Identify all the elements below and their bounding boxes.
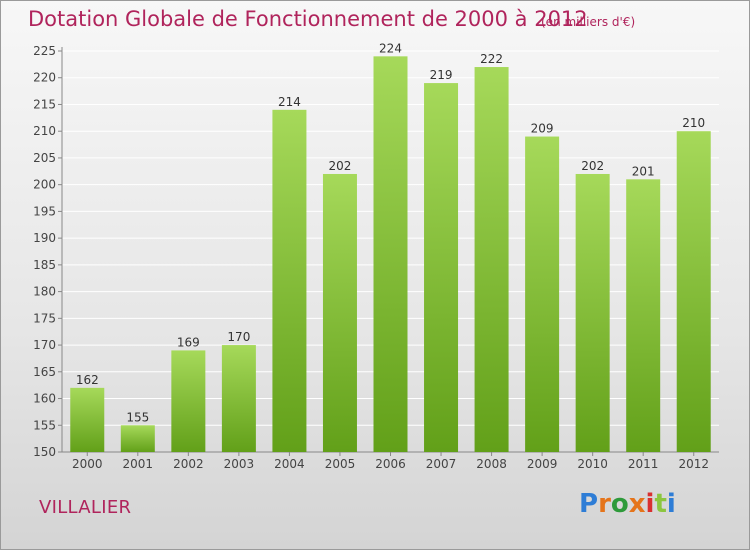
x-tick-label-2005: 2005 — [325, 457, 356, 471]
x-tick-label-2000: 2000 — [72, 457, 103, 471]
y-tick-label: 225 — [33, 44, 56, 58]
x-tick-label-2009: 2009 — [527, 457, 558, 471]
bar-2002 — [171, 350, 206, 452]
chart-unit: (en milliers d'€) — [541, 15, 636, 29]
x-tick-label-2010: 2010 — [577, 457, 608, 471]
data-label-2012: 210 — [682, 116, 705, 130]
bar-2004 — [272, 109, 307, 453]
y-tick-label: 170 — [33, 338, 56, 352]
x-tick-label-2004: 2004 — [274, 457, 305, 471]
logo-letter: P — [579, 489, 599, 519]
logo-letter: i — [645, 489, 655, 519]
data-label-2002: 169 — [177, 335, 200, 349]
y-tick-label: 210 — [33, 124, 56, 138]
data-label-2009: 209 — [531, 122, 554, 136]
data-label-2008: 222 — [480, 52, 503, 66]
proxiti-logo[interactable]: Proxiti — [579, 489, 676, 519]
chart-title: Dotation Globale de Fonctionnement de 20… — [28, 7, 588, 31]
y-tick-label: 150 — [33, 445, 56, 459]
data-label-2001: 155 — [126, 410, 149, 424]
y-tick-label: 215 — [33, 97, 56, 111]
x-tick-label-2012: 2012 — [678, 457, 709, 471]
y-tick-label: 165 — [33, 365, 56, 379]
bar-2011 — [626, 179, 661, 452]
logo-letter: o — [610, 489, 629, 519]
data-label-2003: 170 — [227, 330, 250, 344]
data-label-2010: 202 — [581, 159, 604, 173]
x-tick-label-2003: 2003 — [224, 457, 255, 471]
y-tick-label: 200 — [33, 178, 56, 192]
bar-2006 — [373, 56, 408, 452]
data-label-2000: 162 — [76, 373, 99, 387]
labels: 162 2000 155 2001 169 2002 170 2003 214 2004 202 20… — [72, 41, 709, 471]
logo-letter: r — [598, 489, 611, 519]
bar-2009 — [525, 136, 560, 452]
x-tick-label-2011: 2011 — [628, 457, 659, 471]
y-tick-label: 175 — [33, 311, 56, 325]
x-tick-label-2007: 2007 — [426, 457, 457, 471]
y-tick-label: 220 — [33, 71, 56, 85]
bar-2008 — [474, 67, 509, 452]
y-tick-label: 185 — [33, 258, 56, 272]
bar-2000 — [70, 387, 105, 452]
bar-2007 — [424, 83, 459, 452]
commune-name: VILLALIER — [39, 497, 132, 518]
y-tick-label: 155 — [33, 418, 56, 432]
logo-letter: t — [654, 489, 667, 519]
data-label-2005: 202 — [329, 159, 352, 173]
y-tick-label: 205 — [33, 151, 56, 165]
bar-2010 — [575, 173, 610, 452]
bar-2003 — [221, 345, 256, 452]
data-label-2004: 214 — [278, 95, 301, 109]
data-label-2007: 219 — [430, 68, 453, 82]
y-tick-label: 190 — [33, 231, 56, 245]
x-tick-label-2002: 2002 — [173, 457, 204, 471]
y-tick-label: 160 — [33, 392, 56, 406]
data-label-2011: 201 — [632, 164, 655, 178]
logo-letter: x — [628, 489, 646, 519]
x-tick-label-2008: 2008 — [476, 457, 507, 471]
y-tick-label: 180 — [33, 285, 56, 299]
logo-letter: i — [666, 489, 676, 519]
bar-2001 — [120, 425, 155, 452]
x-tick-label-2001: 2001 — [123, 457, 154, 471]
bar-2012 — [676, 131, 711, 452]
y-tick-label: 195 — [33, 204, 56, 218]
x-tick-label-2006: 2006 — [375, 457, 406, 471]
data-label-2006: 224 — [379, 41, 402, 55]
bar-2005 — [322, 173, 357, 452]
bars — [70, 56, 711, 453]
